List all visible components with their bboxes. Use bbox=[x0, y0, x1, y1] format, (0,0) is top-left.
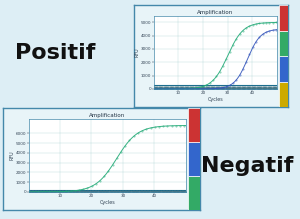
X-axis label: Cycles: Cycles bbox=[99, 200, 115, 205]
Bar bbox=[188, 142, 200, 176]
Y-axis label: RFU: RFU bbox=[9, 150, 14, 160]
Text: Negatif: Negatif bbox=[201, 156, 293, 177]
Title: Amplification: Amplification bbox=[89, 113, 125, 118]
Bar bbox=[188, 108, 200, 142]
Bar bbox=[188, 176, 200, 210]
Y-axis label: RFU: RFU bbox=[134, 48, 139, 57]
X-axis label: Cycles: Cycles bbox=[208, 97, 223, 102]
Bar bbox=[279, 56, 288, 82]
Title: Amplification: Amplification bbox=[197, 10, 233, 15]
Bar bbox=[279, 5, 288, 31]
Bar bbox=[279, 82, 288, 107]
Bar bbox=[279, 31, 288, 56]
Text: Positif: Positif bbox=[15, 42, 95, 63]
